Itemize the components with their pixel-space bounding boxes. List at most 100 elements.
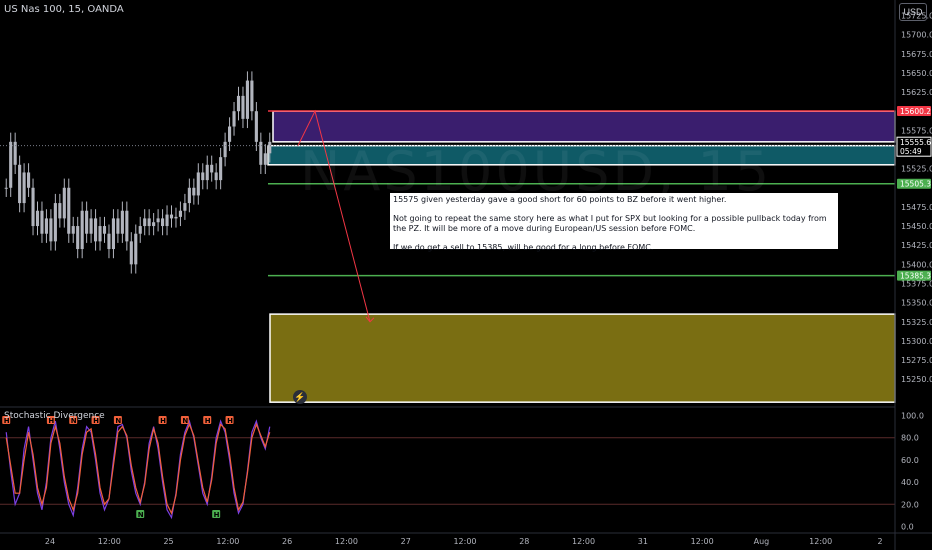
price-axis[interactable]: 15725.0 15700.0 15675.0 15650.0 15625.0 15575… <box>901 11 932 384</box>
price-tick-label: 15250.0 <box>901 375 932 384</box>
candle-body <box>62 187 66 219</box>
divergence-marker-label: H <box>214 511 220 519</box>
candle-body <box>22 172 26 204</box>
candle-body <box>67 187 71 234</box>
time-tick-label: 25 <box>163 537 173 546</box>
time-axis[interactable]: 24 12:00 25 12:00 26 12:00 27 12:00 28 12:00 31 12:… <box>45 537 883 546</box>
candle-body <box>18 164 22 204</box>
candle-body <box>53 203 57 242</box>
candle-body <box>196 172 200 196</box>
time-tick-label: 12:00 <box>809 537 832 546</box>
candle-body <box>178 210 182 217</box>
projection-line <box>297 109 371 322</box>
candle-body <box>120 210 124 234</box>
divergence-marker-bg <box>136 510 145 518</box>
candle-body <box>94 218 98 242</box>
divergence-marker-bg <box>113 416 122 424</box>
price-tick-label: 15575.0 <box>901 126 932 135</box>
note-line: 15575 given yesterday gave a good short … <box>393 195 727 204</box>
candle-body <box>205 164 209 181</box>
symbol-title[interactable]: US Nas 100, 15, OANDA <box>4 4 124 15</box>
divergence-marker-label: N <box>138 511 144 519</box>
countdown-tag: 05:49 <box>900 147 922 156</box>
candle-body <box>228 126 232 142</box>
green-price-tag-bg <box>897 178 931 189</box>
candle-body <box>245 80 249 119</box>
price-tick-label: 15375.0 <box>901 279 932 288</box>
time-tick-label: 12:00 <box>98 537 121 546</box>
lightning-icon[interactable]: ⚡ <box>293 390 307 404</box>
candle-body <box>85 210 89 234</box>
candle-body <box>58 203 62 219</box>
candle-body <box>152 222 156 227</box>
candle-body <box>174 216 178 219</box>
candle-body <box>13 141 17 165</box>
current-price-tag-bg <box>896 136 932 157</box>
indicator-name[interactable]: Stochastic Divergence <box>4 411 105 421</box>
time-tick-label: 12:00 <box>453 537 476 546</box>
divergence-marker-bg <box>203 416 212 424</box>
purple-zone <box>272 110 896 143</box>
divergence-marker-bg <box>212 510 221 518</box>
price-tick-label: 15650.0 <box>901 69 932 78</box>
candle-body <box>125 210 129 242</box>
price-tick-label: 15450.0 <box>901 222 932 231</box>
time-tick-label: 12:00 <box>572 537 595 546</box>
candle-body <box>40 210 44 234</box>
olive-zone <box>269 313 896 403</box>
candle-body <box>201 172 205 181</box>
divergence-marker-label: H <box>93 417 99 425</box>
price-tick-label: 15475.0 <box>901 203 932 212</box>
divergence-marker-bg <box>46 416 55 424</box>
candle-body <box>138 226 142 234</box>
candle-body <box>210 164 214 173</box>
stoch-tick-label: 60.0 <box>901 456 919 465</box>
divergence-marker-label: H <box>227 417 233 425</box>
divergence-marker-bg <box>225 416 234 424</box>
stoch-tick-label: 40.0 <box>901 478 919 487</box>
candle-body <box>129 241 133 265</box>
price-tick-label: 15350.0 <box>901 299 932 308</box>
candle-body <box>31 187 35 227</box>
time-tick-label: 12:00 <box>216 537 239 546</box>
divergence-marker-bg <box>2 416 11 424</box>
red-price-tag: 15600.2 <box>900 107 931 116</box>
divergence-marker-label: H <box>160 417 166 425</box>
stoch-D-line <box>5 422 271 515</box>
candle-body <box>98 226 102 242</box>
price-zones <box>267 110 896 403</box>
note-line: If we do get a sell to 15385, will be go… <box>393 243 654 252</box>
price-tick-label: 15725.0 <box>901 11 932 20</box>
candle-body <box>147 218 151 227</box>
candle-body <box>263 153 267 165</box>
text-note[interactable]: 15575 given yesterday gave a good short … <box>390 193 838 252</box>
divergence-marker-label: N <box>115 417 121 425</box>
candle-body <box>236 95 241 112</box>
price-tick-label: 15425.0 <box>901 241 932 250</box>
candle-body <box>250 80 254 112</box>
time-tick-label: 26 <box>282 537 292 546</box>
candle-body <box>268 141 272 154</box>
candle-body <box>71 226 75 234</box>
divergence-marker-bg <box>180 416 189 424</box>
divergence-marker-label: N <box>182 417 188 425</box>
current-price-tag: 15555.6 <box>900 138 931 147</box>
time-tick-label: 24 <box>45 537 55 546</box>
candle-body <box>76 226 80 250</box>
candle-body <box>44 218 48 234</box>
time-tick-label: 2 <box>877 537 882 546</box>
stoch-K-line <box>5 419 271 520</box>
stochastic-pane: H H N H N H N H H N H <box>0 416 895 520</box>
green-price-tag: 15505.3 <box>900 180 931 189</box>
stochastic-axis: 100.0 80.0 60.0 40.0 20.0 0.0 <box>901 412 924 532</box>
candle-body <box>111 218 115 250</box>
candle-body <box>80 210 84 250</box>
currency-button[interactable]: USD <box>899 3 927 21</box>
candle-body <box>161 218 165 227</box>
candle-body <box>183 203 187 211</box>
candle-body <box>116 218 120 234</box>
candle-body <box>9 141 13 188</box>
candle-body <box>165 214 169 227</box>
stoch-tick-label: 80.0 <box>901 434 919 443</box>
